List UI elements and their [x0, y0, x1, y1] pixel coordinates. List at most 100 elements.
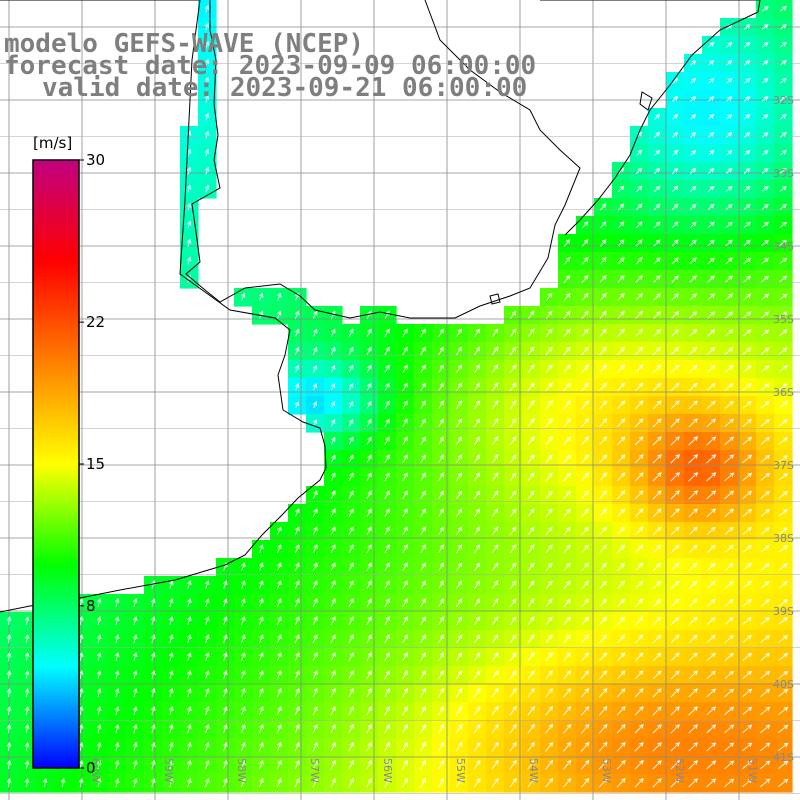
wind-arrow — [330, 705, 336, 716]
wind-arrow — [437, 723, 445, 734]
island-outline — [489, 293, 501, 305]
wind-arrow — [527, 759, 535, 770]
wind-arrow — [366, 526, 372, 536]
wind-arrow — [491, 400, 499, 410]
wind-arrow — [240, 759, 246, 770]
wind-arrow — [348, 436, 354, 445]
wind-arrow — [258, 670, 264, 680]
wind-arrow — [599, 346, 607, 356]
wind-arrow — [313, 418, 318, 427]
wind-arrow — [240, 705, 246, 716]
wind-arrow — [6, 634, 12, 643]
wind-arrow — [402, 616, 408, 626]
wind-arrow — [384, 544, 390, 554]
map-title: modelo GEFS-WAVE (NCEP) forecast date: 2… — [4, 29, 536, 103]
wind-arrow — [419, 741, 427, 752]
wind-arrow — [348, 418, 354, 427]
wind-arrow — [617, 652, 626, 662]
wind-arrow — [545, 436, 553, 446]
wind-arrow — [258, 687, 264, 698]
wind-arrow — [527, 705, 535, 716]
wind-arrow — [456, 472, 463, 482]
wind-arrow — [402, 580, 408, 590]
wind-arrow — [384, 652, 390, 662]
wind-arrow — [760, 688, 771, 697]
wind-arrow — [760, 652, 770, 661]
wind-arrow — [312, 741, 318, 752]
wind-arrow — [581, 562, 589, 572]
wind-arrow — [438, 544, 444, 554]
wind-arrow — [151, 598, 156, 608]
wind-arrow — [96, 634, 102, 644]
wind-arrow — [581, 256, 589, 265]
latitude-label: 35S — [773, 313, 794, 326]
wind-arrow — [707, 221, 715, 229]
wind-arrow — [437, 705, 445, 716]
wind-arrow — [276, 705, 282, 716]
wind-arrow — [581, 472, 589, 482]
wind-arrow — [706, 382, 716, 391]
longitude-label: 53W — [600, 758, 613, 783]
wind-arrow — [778, 760, 789, 770]
wind-arrow — [276, 598, 282, 608]
wind-arrow — [706, 670, 716, 680]
wind-arrow — [366, 777, 372, 788]
wind-arrow — [688, 724, 699, 734]
wind-arrow — [670, 526, 680, 536]
wind-arrow — [742, 454, 753, 464]
wind-arrow — [635, 221, 643, 229]
wind-arrow — [671, 203, 679, 211]
latitude-label: 37S — [773, 459, 794, 472]
wind-arrow — [330, 759, 336, 770]
wind-arrow — [420, 346, 426, 355]
wind-arrow — [635, 310, 643, 319]
wind-arrow — [743, 42, 751, 48]
wind-arrow — [384, 328, 390, 337]
wind-arrow — [330, 777, 336, 788]
wind-arrow — [24, 742, 30, 752]
wind-arrow — [779, 275, 788, 283]
wind-arrow — [455, 723, 463, 734]
wind-arrow — [169, 580, 174, 590]
wind-arrow — [151, 741, 156, 752]
wind-arrow — [742, 670, 753, 679]
wind-arrow — [420, 472, 426, 482]
wind-arrow — [473, 382, 481, 392]
colorbar-unit: [m/s] — [33, 134, 72, 152]
wind-arrow — [527, 508, 535, 518]
wind-arrow — [114, 741, 120, 752]
wind-arrow — [509, 759, 517, 770]
wind-arrow — [6, 616, 12, 625]
wind-arrow — [348, 616, 354, 626]
wind-arrow — [24, 670, 30, 680]
wind-arrow — [761, 311, 770, 319]
wind-arrow — [437, 741, 445, 752]
wind-arrow — [545, 688, 553, 698]
wind-arrow — [670, 472, 681, 482]
wind-arrow — [205, 652, 210, 662]
wind-arrow — [438, 472, 444, 482]
wind-arrow — [402, 400, 408, 409]
wind-arrow — [24, 634, 30, 643]
wind-arrow — [438, 598, 445, 608]
wind-arrow — [277, 310, 282, 319]
wind-arrow — [760, 760, 771, 770]
wind-arrow — [634, 400, 644, 410]
wind-arrow — [96, 705, 102, 716]
wind-arrow — [24, 724, 30, 734]
wind-arrow — [778, 509, 788, 517]
wind-arrow — [563, 580, 571, 590]
wind-arrow — [205, 741, 210, 752]
wind-arrow — [473, 687, 481, 698]
wind-arrow — [509, 436, 517, 446]
wind-arrow — [688, 634, 698, 643]
wind-arrow — [760, 778, 771, 788]
wind-arrow — [581, 346, 589, 356]
wind-arrow — [617, 328, 625, 337]
wind-arrow — [652, 778, 662, 788]
wind-arrow — [581, 508, 589, 518]
wind-arrow — [527, 777, 535, 788]
wind-arrow — [545, 777, 554, 788]
wind-arrow — [456, 616, 463, 626]
